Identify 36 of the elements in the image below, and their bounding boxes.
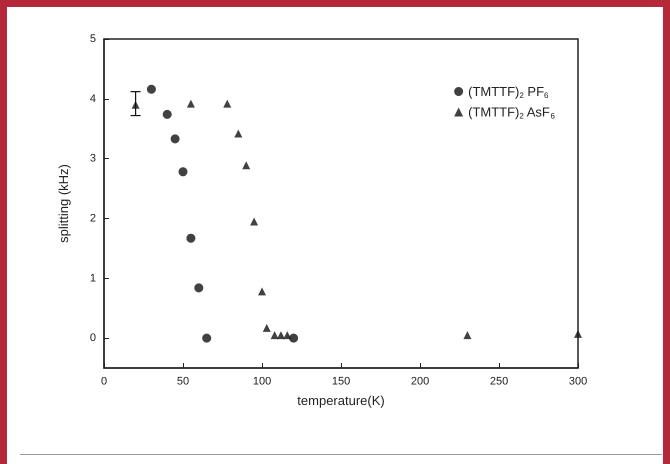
point bbox=[202, 334, 212, 343]
point bbox=[162, 110, 172, 119]
point bbox=[146, 84, 156, 94]
point bbox=[574, 330, 582, 338]
x-tick-label: 300 bbox=[568, 376, 588, 388]
x-tick-label: 150 bbox=[332, 376, 350, 388]
x-tick-label: 250 bbox=[490, 376, 508, 388]
point bbox=[186, 234, 196, 243]
point bbox=[178, 167, 188, 176]
x-axis-title: temperature(K) bbox=[297, 393, 385, 408]
point bbox=[132, 100, 140, 109]
x-tick-label: 200 bbox=[410, 376, 430, 388]
point bbox=[463, 331, 472, 340]
point bbox=[283, 331, 292, 340]
point bbox=[223, 100, 232, 108]
point bbox=[186, 100, 195, 108]
x-tick-label: 0 bbox=[100, 376, 108, 388]
y-tick-label: 3 bbox=[90, 152, 96, 165]
y-tick-label: 4 bbox=[90, 92, 96, 105]
y-axis-title: splitting (kHz) bbox=[56, 164, 71, 243]
y-tick-label: 1 bbox=[90, 272, 96, 284]
x-tick-label: 50 bbox=[176, 376, 190, 388]
x-tick-label: 100 bbox=[252, 376, 272, 388]
point bbox=[258, 287, 266, 296]
point bbox=[270, 331, 279, 340]
y-tick-label: 0 bbox=[90, 332, 96, 344]
point bbox=[289, 334, 298, 343]
point bbox=[234, 130, 242, 138]
y-tick-label: 5 bbox=[90, 33, 96, 45]
y-tick-label: 2 bbox=[90, 212, 96, 224]
point bbox=[170, 134, 180, 144]
point bbox=[250, 217, 258, 226]
point bbox=[194, 283, 204, 292]
point bbox=[276, 331, 285, 340]
point bbox=[262, 324, 271, 332]
point bbox=[242, 161, 250, 170]
